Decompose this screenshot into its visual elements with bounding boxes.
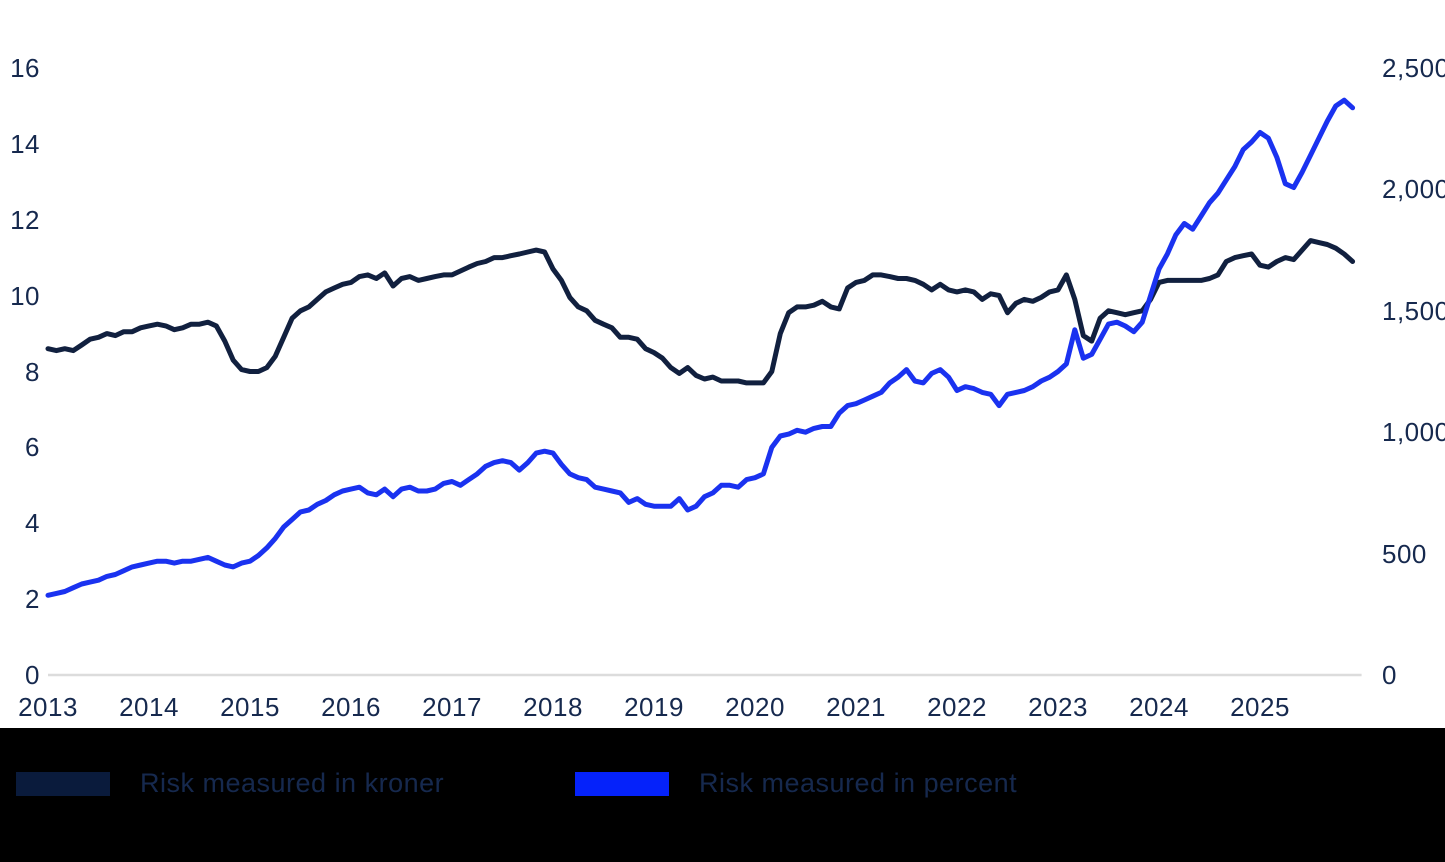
x-axis-tick-2014: 2014 <box>119 692 179 722</box>
left-axis-tick-12: 12 <box>10 204 40 235</box>
left-axis-tick-6: 6 <box>25 432 40 463</box>
right-axis-tick-1500: 1,500 <box>1382 295 1445 326</box>
x-axis-tick-2025: 2025 <box>1230 692 1290 722</box>
percent-legend-label: Risk measured in percent <box>699 768 1018 798</box>
kroner-legend-label: Risk measured in kroner <box>140 768 445 798</box>
left-axis-tick-2: 2 <box>25 584 40 615</box>
x-axis-tick-2013: 2013 <box>18 692 78 722</box>
left-axis-tick-10: 10 <box>10 280 40 311</box>
left-axis-tick-4: 4 <box>25 508 40 539</box>
x-axis-tick-2022: 2022 <box>927 692 987 722</box>
left-axis-tick-14: 14 <box>10 128 40 159</box>
x-axis-tick-2017: 2017 <box>422 692 482 722</box>
kroner-legend-swatch <box>16 771 110 796</box>
right-axis-tick-500: 500 <box>1382 538 1427 569</box>
x-axis-tick-2019: 2019 <box>624 692 684 722</box>
percent-legend-swatch <box>575 771 669 796</box>
x-axis-tick-2021: 2021 <box>826 692 886 722</box>
legend-item-percent[interactable]: Risk measured in percent <box>575 770 1017 797</box>
x-axis-tick-2020: 2020 <box>725 692 785 722</box>
right-axis-tick-0: 0 <box>1382 660 1397 690</box>
percent-line <box>45 97 1356 598</box>
right-axis-tick-2000: 2,000 <box>1382 174 1445 205</box>
chart-legend-bar: Risk measured in kroner Risk measured in… <box>0 728 1445 862</box>
left-axis-tick-8: 8 <box>25 356 40 387</box>
kroner-line <box>45 238 1356 386</box>
left-axis-tick-16: 16 <box>10 53 40 83</box>
x-axis-tick-2018: 2018 <box>523 692 583 722</box>
x-axis-tick-2015: 2015 <box>220 692 280 722</box>
x-axis-tick-2016: 2016 <box>321 692 381 722</box>
right-axis-tick-1000: 1,000 <box>1382 417 1445 448</box>
right-axis-tick-2500: 2,500 <box>1382 53 1445 83</box>
x-axis-tick-2023: 2023 <box>1028 692 1088 722</box>
x-axis-tick-2024: 2024 <box>1129 692 1189 722</box>
left-axis-tick-0: 0 <box>25 660 40 690</box>
legend-item-kroner[interactable]: Risk measured in kroner <box>16 770 444 797</box>
